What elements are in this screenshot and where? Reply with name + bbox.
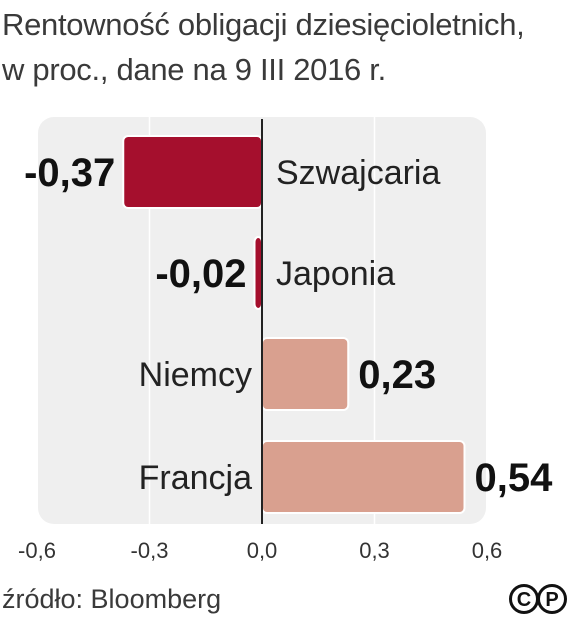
chart-title: Rentowność obligacji dziesięcioletnich, … (2, 2, 568, 92)
bar-niemcy (261, 337, 350, 411)
x-tick-label: 0,3 (359, 538, 390, 563)
category-label: Japonia (276, 255, 395, 293)
x-tick-label: 0,6 (472, 538, 503, 563)
source-note: źródło: Bloomberg (2, 584, 222, 614)
bar-francja (261, 440, 466, 514)
pap-logo-icon: C P (509, 584, 567, 614)
value-label: -0,02 (155, 252, 246, 296)
logo-letter-c: C (517, 589, 531, 611)
value-label: -0,37 (24, 151, 115, 195)
bar-japonia (253, 236, 263, 310)
x-tick-label: -0,3 (131, 538, 169, 563)
x-tick-label: -0,6 (18, 538, 56, 563)
chart-title-line-2: w proc., dane na 9 III 2016 r. (2, 52, 386, 87)
category-label: Niemcy (139, 356, 252, 394)
value-label: 0,54 (475, 456, 554, 500)
chart-title-line-1: Rentowność obligacji dziesięcioletnich, (2, 7, 525, 42)
x-tick-label: 0,0 (247, 538, 278, 563)
bar-szwajcaria (122, 135, 263, 209)
value-label: 0,23 (358, 353, 436, 397)
category-label: Francja (139, 459, 252, 497)
category-label: Szwajcaria (276, 154, 440, 192)
logo-letter-p: P (545, 589, 558, 611)
